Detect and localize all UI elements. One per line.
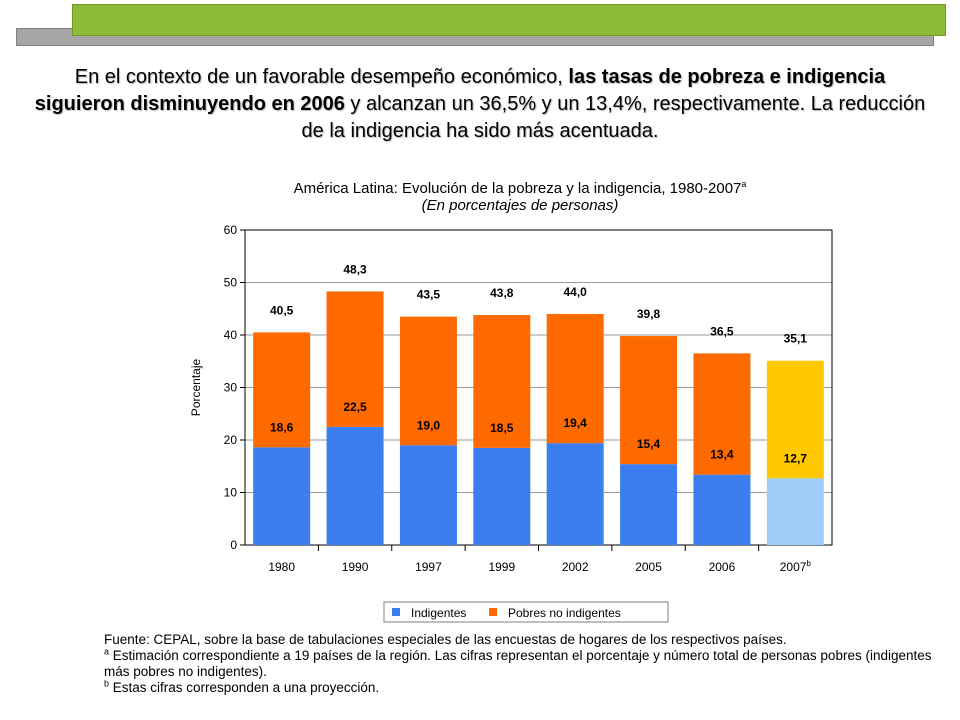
total-label-2005: 39,8 xyxy=(637,307,661,321)
bar-indigentes-1990 xyxy=(326,426,384,545)
bar-indigentes-2006 xyxy=(693,474,751,545)
indigent-label-2002: 19,4 xyxy=(564,416,588,430)
chart-title-footnote-mark: a xyxy=(741,179,747,189)
y-tick-label: 40 xyxy=(224,328,238,342)
y-tick-label: 10 xyxy=(224,486,238,500)
x-tick-label-2007: 2007b xyxy=(780,559,812,574)
decorative-green-bar xyxy=(72,4,946,36)
indigent-label-1999: 18,5 xyxy=(490,421,514,435)
bar-indigentes-2005 xyxy=(620,464,678,545)
footnote-a-mark: a xyxy=(104,646,110,657)
x-tick-label-1997: 1997 xyxy=(415,560,442,574)
slide-headline: En el contexto de un favorable desempeño… xyxy=(30,64,930,145)
chart-subtitle: (En porcentajes de personas) xyxy=(421,197,619,214)
chart-title: América Latina: Evolución de la pobreza … xyxy=(150,174,890,199)
bar-pobres-no-indigentes-2002 xyxy=(546,314,604,444)
indigent-label-1990: 22,5 xyxy=(343,400,367,414)
total-label-1997: 43,5 xyxy=(417,288,441,302)
x-tick-label-2005: 2005 xyxy=(635,560,662,574)
footnote-b-text: Estas cifras corresponden a una proyecci… xyxy=(109,680,380,695)
bar-pobres-no-indigentes-2005 xyxy=(620,336,678,465)
bar-indigentes-1997 xyxy=(399,445,457,545)
total-label-2002: 44,0 xyxy=(564,285,588,299)
y-axis-label: Porcentaje xyxy=(189,358,203,416)
bar-pobres-no-indigentes-1990 xyxy=(326,291,384,427)
total-label-1990: 48,3 xyxy=(343,262,367,276)
y-tick-label: 60 xyxy=(224,223,238,237)
headline-part-2: y alcanzan un 36,5% y un 13,4%, respecti… xyxy=(301,93,926,142)
footnote-b-mark: b xyxy=(104,678,110,689)
legend-label-indigentes: Indigentes xyxy=(411,606,466,620)
chart-title-text: América Latina: Evolución de la pobreza … xyxy=(293,180,742,197)
headline-part-1: En el contexto de un favorable desempeño… xyxy=(74,66,569,88)
legend-label-pobres-no-indigentes: Pobres no indigentes xyxy=(508,606,621,620)
indigent-label-2006: 13,4 xyxy=(710,448,734,462)
x-tick-label-2002: 2002 xyxy=(562,560,589,574)
bar-indigentes-2007 xyxy=(766,478,824,545)
source-notes: Fuente: CEPAL, sobre la base de tabulaci… xyxy=(104,632,954,696)
bar-pobres-no-indigentes-2007 xyxy=(766,360,824,479)
total-label-1999: 43,8 xyxy=(490,286,514,300)
legend-box xyxy=(383,601,669,623)
x-tick-footnote-mark: b xyxy=(806,559,811,568)
bar-indigentes-2002 xyxy=(546,443,604,545)
total-label-2006: 36,5 xyxy=(710,324,734,338)
indigent-label-2007: 12,7 xyxy=(784,451,808,465)
bar-indigentes-1980 xyxy=(253,447,311,545)
x-tick-label-2006: 2006 xyxy=(709,560,736,574)
footnote-a-text: Estimación correspondiente a 19 países d… xyxy=(104,648,932,679)
total-label-1980: 40,5 xyxy=(270,303,294,317)
bar-pobres-no-indigentes-1997 xyxy=(399,316,457,446)
x-tick-label-1999: 1999 xyxy=(488,560,515,574)
y-tick-label: 50 xyxy=(224,276,238,290)
headline-bold: las tasas de pobreza e indigencia siguie… xyxy=(34,66,886,115)
indigent-label-1980: 18,6 xyxy=(270,420,294,434)
footnote-a: a Estimación correspondiente a 19 países… xyxy=(104,646,954,680)
bar-indigentes-1999 xyxy=(473,447,531,545)
x-tick-label-1980: 1980 xyxy=(268,560,295,574)
y-tick-label: 0 xyxy=(230,538,237,552)
bar-pobres-no-indigentes-1980 xyxy=(253,332,311,448)
footnote-b: b Estas cifras corresponden a una proyec… xyxy=(104,678,954,696)
y-tick-label: 20 xyxy=(224,433,238,447)
y-tick-label: 30 xyxy=(224,381,238,395)
legend-swatch-pobres-no-indigentes xyxy=(489,608,497,616)
total-label-2007: 35,1 xyxy=(784,332,808,346)
bar-pobres-no-indigentes-1999 xyxy=(473,315,531,448)
indigent-label-1997: 19,0 xyxy=(417,418,441,432)
legend-swatch-indigentes xyxy=(392,608,400,616)
x-tick-label-1990: 1990 xyxy=(342,560,369,574)
indigent-label-2005: 15,4 xyxy=(637,437,661,451)
source-line: Fuente: CEPAL, sobre la base de tabulaci… xyxy=(104,632,787,647)
bar-pobres-no-indigentes-2006 xyxy=(693,353,751,475)
